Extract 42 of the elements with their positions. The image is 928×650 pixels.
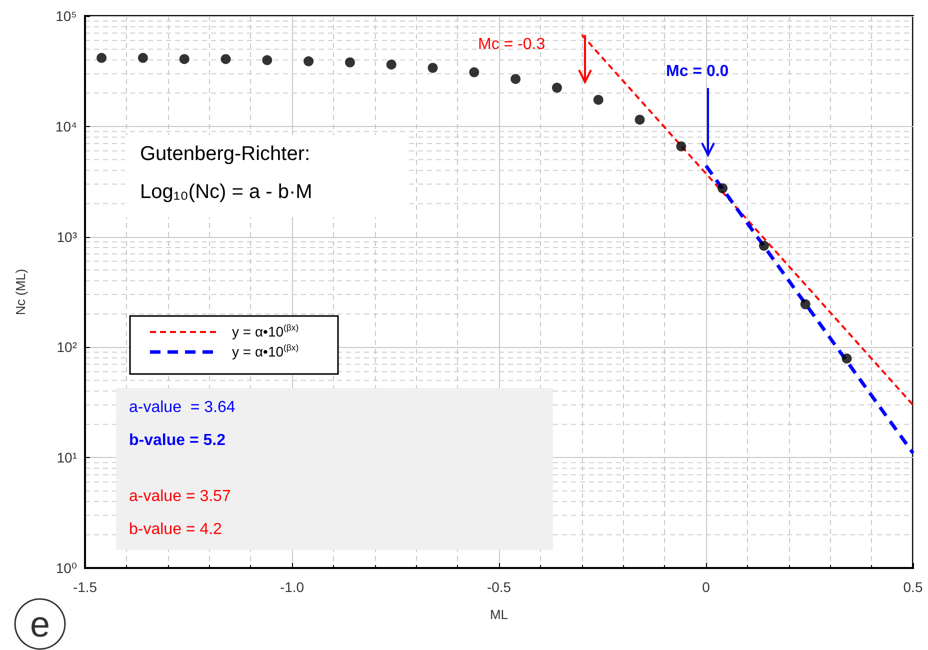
x-axis-title: ML bbox=[490, 607, 508, 622]
annotation: a-value = 3.57 bbox=[129, 488, 231, 506]
point bbox=[718, 183, 728, 194]
point bbox=[676, 141, 686, 152]
x-tick-label: 0.5 bbox=[903, 579, 923, 595]
annotation: Mc = -0.3 bbox=[478, 36, 546, 54]
annotation: b-value = 5.2 bbox=[129, 432, 226, 450]
x-tick-label: 0 bbox=[702, 579, 710, 595]
point bbox=[220, 54, 231, 64]
annotation: Log₁₀(Nc) = a - b·M bbox=[140, 181, 312, 204]
point bbox=[469, 67, 480, 78]
point bbox=[262, 55, 272, 66]
point bbox=[344, 57, 355, 68]
formula-box: Gutenberg-Richter: Log₁₀(Nc) = a - b·M bbox=[125, 135, 405, 217]
point bbox=[304, 56, 314, 66]
point bbox=[179, 54, 190, 64]
y-tick-label: 10¹ bbox=[56, 450, 78, 466]
y-tick-label: 10⁰ bbox=[56, 560, 78, 576]
x-tick-label: -1.5 bbox=[72, 579, 98, 595]
point bbox=[428, 62, 438, 73]
annotation: b-value = 4.2 bbox=[129, 521, 222, 539]
text: e bbox=[30, 604, 50, 644]
y-tick-label: 10² bbox=[56, 339, 78, 356]
y-tick-label: 10⁵ bbox=[56, 8, 77, 24]
point bbox=[634, 114, 645, 125]
annotation: Gutenberg-Richter: bbox=[140, 143, 310, 166]
y-axis-title: Nc (ML) bbox=[13, 268, 28, 316]
point bbox=[842, 354, 852, 364]
annotation: a-value = 3.64 bbox=[129, 399, 236, 417]
point bbox=[758, 240, 769, 251]
point bbox=[510, 74, 521, 84]
x-tick-label: -1.0 bbox=[280, 579, 304, 595]
point bbox=[96, 52, 107, 63]
y-tick-label: 10⁴ bbox=[55, 118, 77, 134]
annotation: Mc = 0.0 bbox=[666, 63, 729, 81]
point bbox=[386, 60, 396, 70]
point bbox=[552, 82, 562, 93]
y-tick-label: 10³ bbox=[56, 228, 78, 245]
point bbox=[800, 299, 810, 310]
point bbox=[593, 94, 604, 105]
point bbox=[138, 52, 148, 63]
x-tick-label: -0.5 bbox=[486, 579, 512, 595]
